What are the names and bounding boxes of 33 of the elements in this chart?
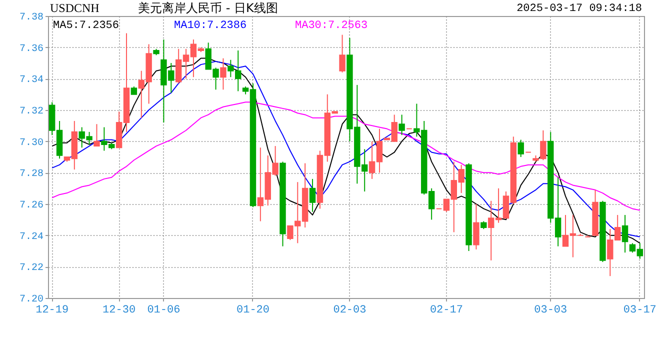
candlestick bbox=[622, 214, 628, 254]
x-tick-label: 03-03 bbox=[534, 304, 568, 316]
candlestick bbox=[398, 114, 405, 136]
y-tick-label: 7.34 bbox=[19, 75, 44, 86]
chart-subtitle: USDCNH bbox=[50, 1, 100, 15]
candlestick bbox=[220, 58, 226, 90]
y-tick-label: 7.30 bbox=[19, 138, 44, 149]
candlestick bbox=[518, 139, 524, 158]
text: MA5:7.2356 bbox=[53, 20, 120, 32]
y-tick-label: 7.36 bbox=[19, 44, 44, 55]
x-tick-label: 03-17 bbox=[623, 304, 656, 316]
y-tick-label: 7.22 bbox=[19, 263, 44, 274]
candlestick bbox=[309, 178, 316, 212]
text: 2025-03-17 09:34:18 bbox=[516, 3, 642, 15]
candlestick bbox=[339, 34, 346, 73]
x-tick-label: 02-17 bbox=[430, 304, 463, 316]
y-tick-label: 7.26 bbox=[19, 200, 44, 212]
text: MA10:7.2386 bbox=[174, 20, 247, 32]
text: MA30:7.2563 bbox=[295, 20, 368, 32]
y-tick-label: 7.32 bbox=[19, 106, 44, 118]
y-tick-label: 7.28 bbox=[19, 169, 44, 180]
line-series bbox=[52, 102, 640, 211]
y-tick-label: 7.24 bbox=[19, 232, 44, 243]
x-tick-label: 02-03 bbox=[333, 304, 366, 316]
x-tick-label: 01-20 bbox=[236, 304, 270, 316]
x-tick-label: 01-06 bbox=[147, 304, 180, 316]
y-tick-label: 7.38 bbox=[19, 12, 44, 24]
chart-title: 美元离岸人民币 - 日K线图 bbox=[138, 1, 278, 15]
candlestick bbox=[473, 204, 480, 250]
y-tick-label: 7.20 bbox=[19, 294, 44, 306]
x-tick-label: 12-30 bbox=[102, 304, 136, 316]
x-tick-label: 12-19 bbox=[36, 304, 69, 316]
candlestick bbox=[94, 124, 100, 147]
